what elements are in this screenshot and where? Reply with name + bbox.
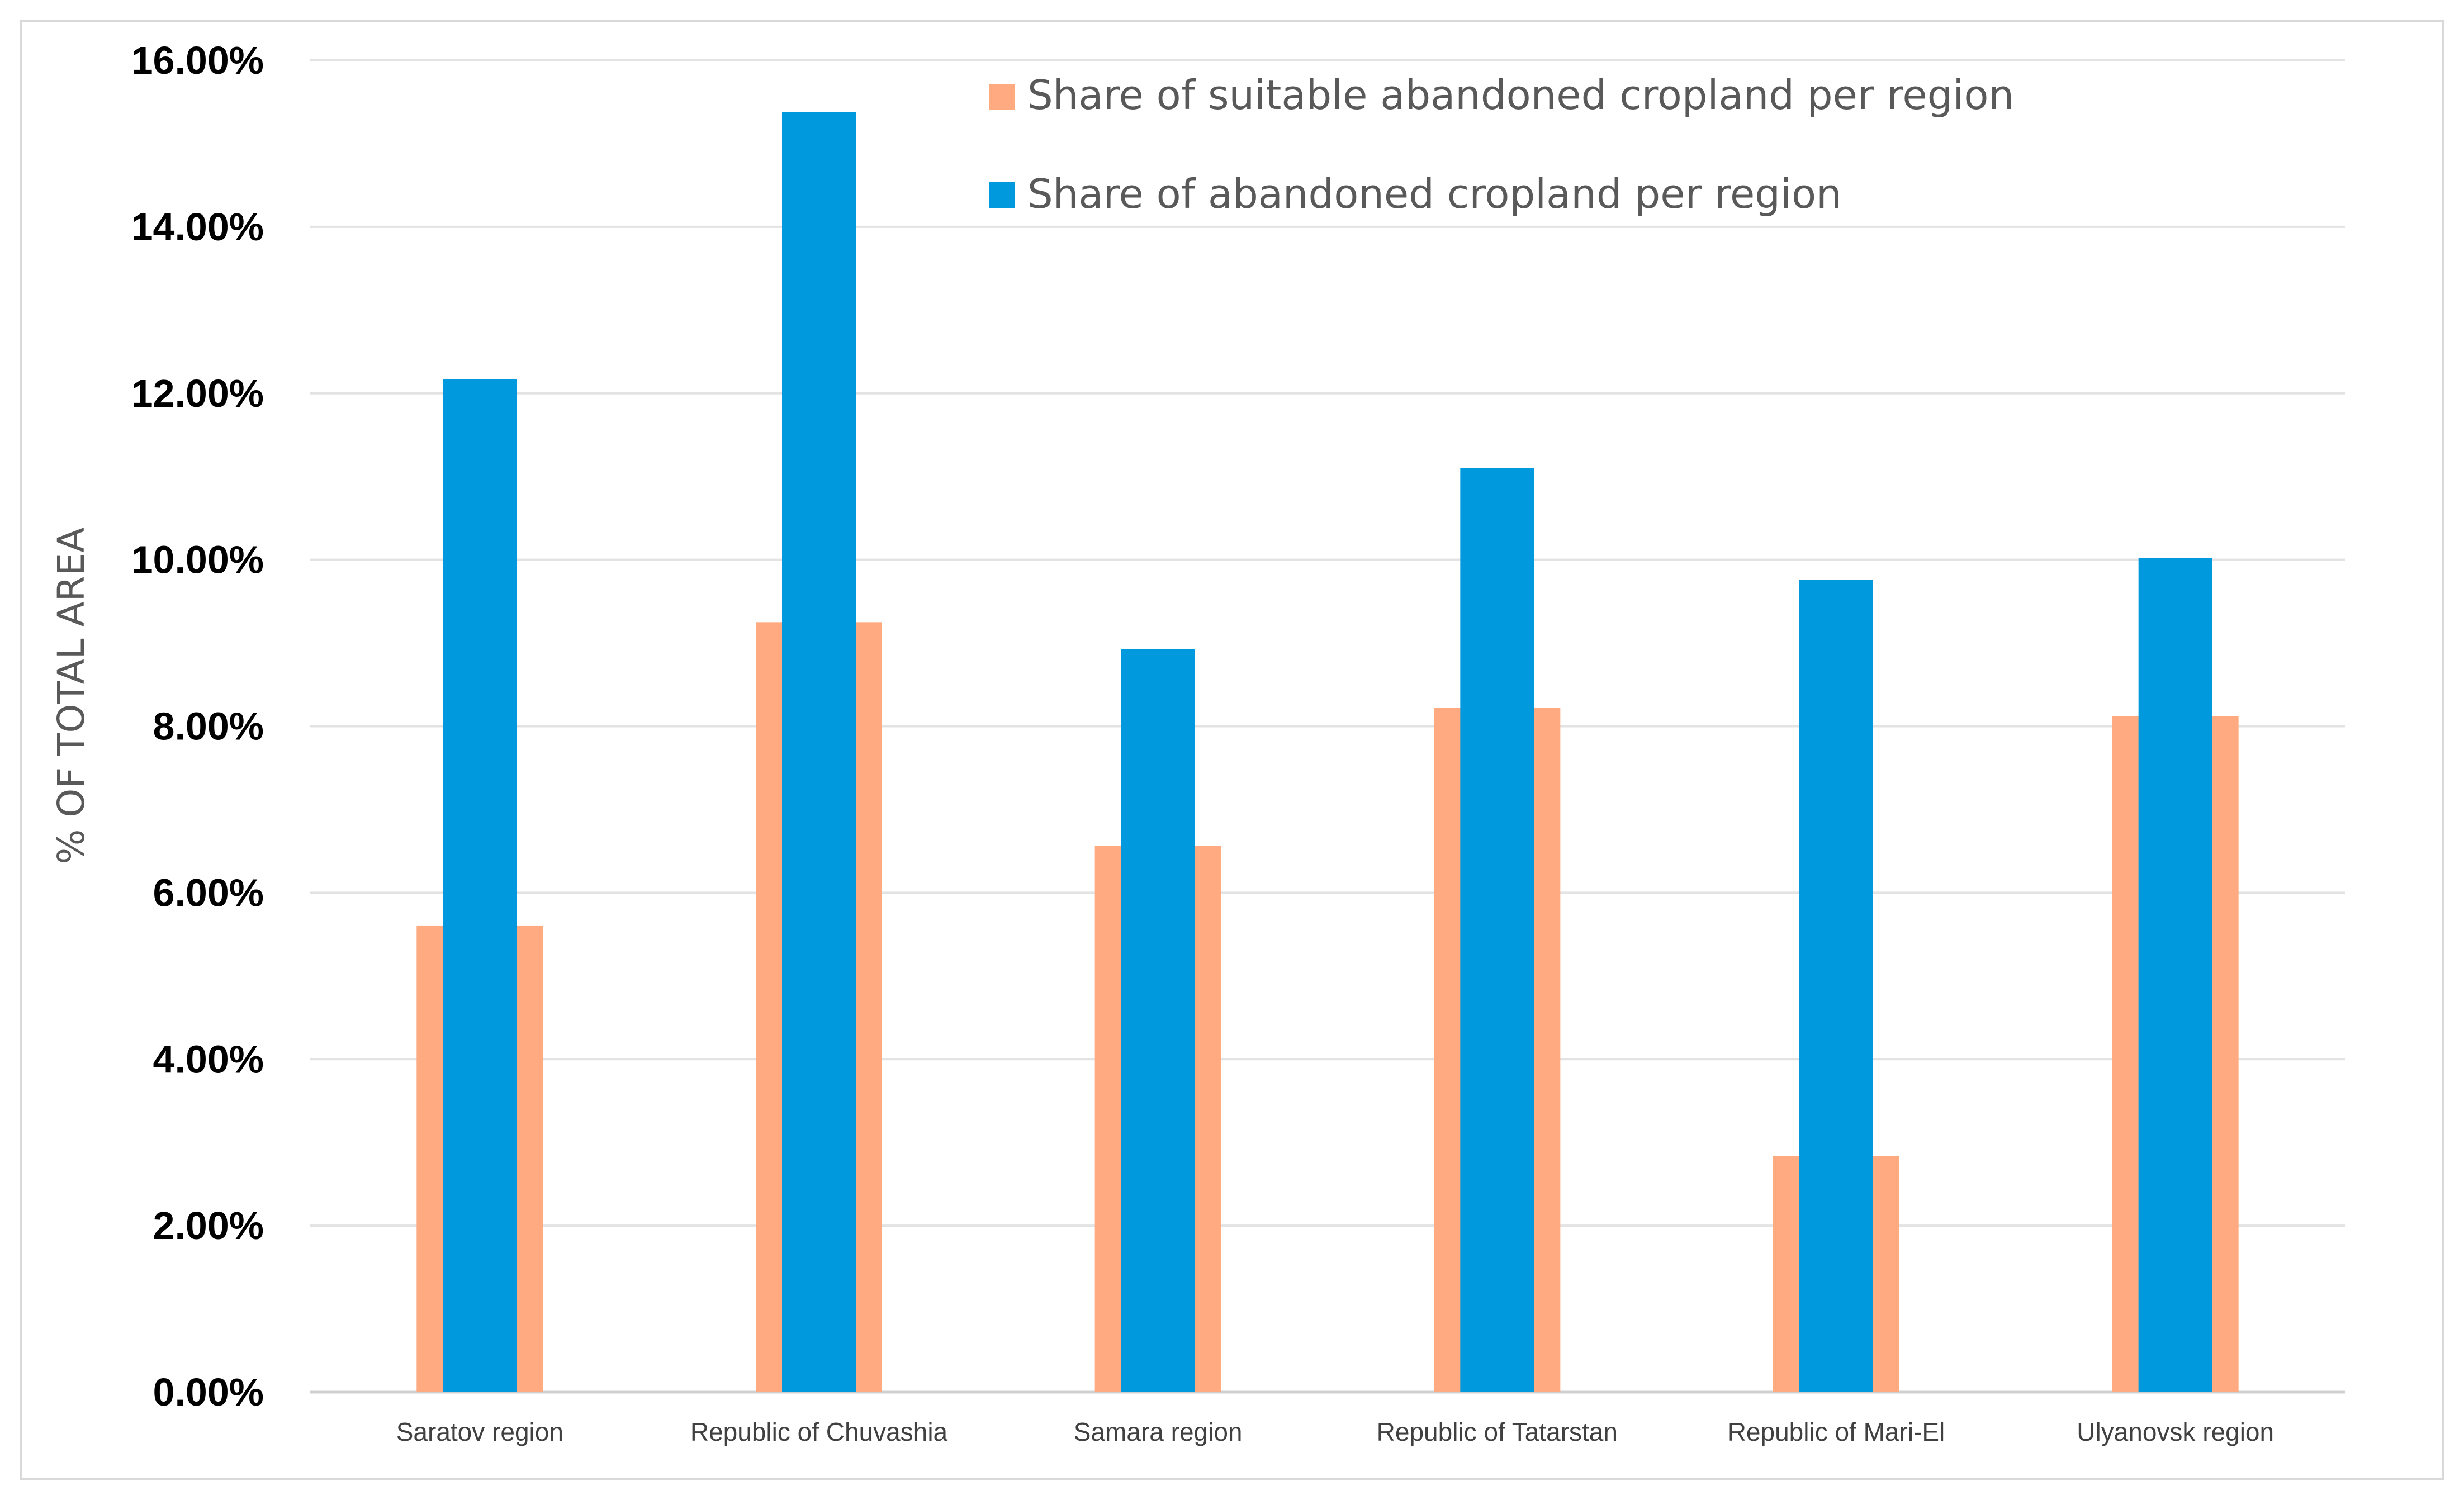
x-category-label: Saratov region xyxy=(396,1417,563,1446)
bar-abandoned xyxy=(1121,648,1195,1392)
legend-swatch-suitable xyxy=(989,84,1015,110)
bar-abandoned xyxy=(1799,580,1873,1392)
bar-abandoned xyxy=(1460,468,1534,1393)
y-tick-label: 6.00% xyxy=(153,871,264,914)
bar-abandoned xyxy=(2138,558,2212,1392)
x-category-label: Republic of Chuvashia xyxy=(690,1417,948,1446)
bar-abandoned xyxy=(782,112,856,1392)
legend-swatch-abandoned xyxy=(989,182,1015,208)
y-tick-label: 14.00% xyxy=(131,205,264,249)
y-tick-label: 10.00% xyxy=(131,538,264,582)
y-tick-label: 0.00% xyxy=(153,1370,264,1414)
x-category-label: Republic of Tatarstan xyxy=(1377,1417,1618,1446)
y-tick-label: 8.00% xyxy=(153,705,264,748)
y-tick-labels: 0.00% 2.00% 4.00% 6.00% 8.00% 10.00% 12.00% 14.… xyxy=(131,39,264,1414)
x-category-label: Samara region xyxy=(1074,1417,1243,1446)
y-tick-label: 4.00% xyxy=(153,1037,264,1081)
y-tick-label: 2.00% xyxy=(153,1204,264,1247)
gridlines xyxy=(310,59,2345,1394)
x-category-label: Republic of Mari-El xyxy=(1728,1417,1945,1446)
y-tick-label: 12.00% xyxy=(131,372,264,415)
legend: Share of suitable abandoned cropland per… xyxy=(989,72,2014,217)
legend-label-suitable: Share of suitable abandoned cropland per… xyxy=(1027,72,2014,118)
x-category-label: Ulyanovsk region xyxy=(2077,1417,2274,1446)
bars xyxy=(416,112,2239,1393)
legend-label-abandoned: Share of abandoned cropland per region xyxy=(1027,170,1842,217)
y-axis-title: % OF TOTAL AREA xyxy=(50,528,93,865)
x-category-labels: Saratov region Republic of Chuvashia Samar… xyxy=(396,1417,2274,1446)
y-tick-label: 16.00% xyxy=(131,39,264,82)
bar-abandoned xyxy=(443,379,517,1392)
